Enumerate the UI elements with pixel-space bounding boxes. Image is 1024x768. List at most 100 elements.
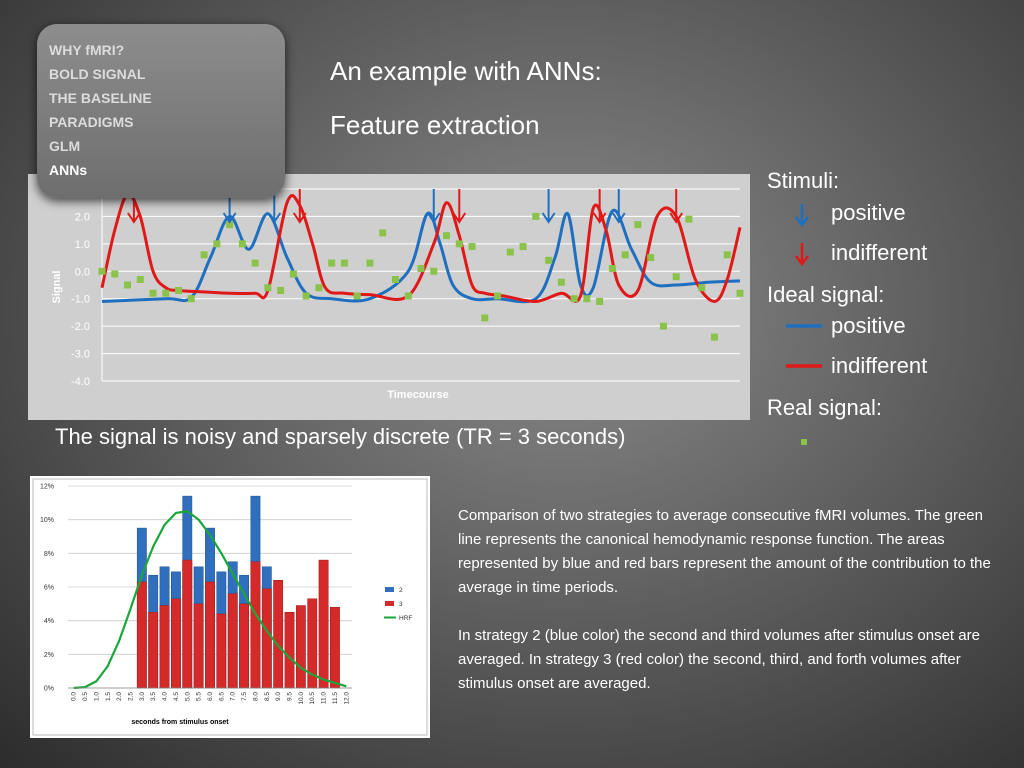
real-signal-point bbox=[111, 270, 119, 278]
real-signal-point bbox=[443, 232, 451, 240]
x-tick-label: 10.5 bbox=[309, 692, 316, 705]
indifferent-stimulus-arrow bbox=[452, 189, 467, 224]
y-tick-label: 2.0 bbox=[75, 211, 90, 223]
real-signal-point bbox=[647, 254, 655, 262]
real-signal-point bbox=[149, 289, 157, 297]
strategy-3-bar bbox=[239, 603, 249, 689]
real-signal-point bbox=[264, 284, 272, 292]
x-tick-label: 5.0 bbox=[184, 692, 191, 701]
x-tick-label: 8.5 bbox=[264, 692, 271, 701]
positive-stimulus-arrow bbox=[541, 189, 556, 224]
real-signal-point bbox=[124, 281, 132, 289]
nav-item-paradigms[interactable]: PARADIGMS bbox=[49, 114, 134, 130]
x-tick-label: 11.5 bbox=[332, 692, 339, 705]
x-tick-label: 12.0 bbox=[343, 692, 350, 705]
y-tick-label: 12% bbox=[40, 484, 54, 491]
real-signal-point bbox=[570, 295, 578, 303]
chart2-x-axis-label: seconds from stimulus onset bbox=[131, 719, 229, 726]
x-tick-label: 9.0 bbox=[275, 692, 282, 701]
slide-subtitle: Feature extraction bbox=[330, 110, 540, 140]
strategy-3-bar bbox=[273, 580, 284, 689]
x-tick-label: 10.0 bbox=[298, 692, 305, 705]
strategy-3-bar bbox=[182, 559, 193, 689]
strategy-3-bar bbox=[171, 598, 181, 689]
real-signal-point bbox=[391, 276, 399, 284]
strategy-3-bar bbox=[227, 593, 238, 689]
x-tick-label: 8.0 bbox=[252, 692, 259, 701]
real-signal-point bbox=[226, 221, 234, 229]
x-tick-label: 7.0 bbox=[230, 692, 237, 701]
x-tick-label: 5.5 bbox=[196, 692, 203, 701]
x-axis-label: Timecourse bbox=[387, 389, 449, 401]
real-signal-point bbox=[340, 259, 348, 267]
real-signal-point bbox=[200, 251, 208, 259]
real-signal-point bbox=[238, 240, 246, 248]
legend-ideal-header: Ideal signal: bbox=[767, 282, 885, 307]
real-signal-point bbox=[455, 240, 463, 248]
y-tick-label: -4.0 bbox=[71, 376, 90, 388]
strategy-3-bar bbox=[159, 605, 170, 689]
description-text: Comparison of two strategies to average … bbox=[458, 504, 998, 720]
real-signal-point bbox=[417, 265, 425, 273]
x-tick-label: 9.5 bbox=[287, 692, 294, 701]
signal-timecourse-chart: 3.02.01.00.0-1.0-2.0-3.0-4.0 Signal Time… bbox=[28, 174, 750, 420]
real-signal-point bbox=[430, 267, 438, 275]
real-signal-point bbox=[596, 297, 604, 305]
x-tick-label: 6.5 bbox=[218, 692, 225, 701]
x-tick-label: 2.5 bbox=[127, 692, 134, 701]
strategy-3-bar bbox=[148, 612, 159, 689]
real-signal-point bbox=[277, 286, 285, 294]
strategy-3-bar bbox=[295, 605, 306, 689]
legend-label: HRF bbox=[399, 615, 412, 622]
description-paragraph-2: In strategy 2 (blue color) the second an… bbox=[458, 627, 980, 692]
x-tick-label: 2.0 bbox=[116, 692, 123, 701]
positive-stimulus-arrow-icon bbox=[795, 204, 809, 228]
x-tick-label: 0.5 bbox=[82, 692, 89, 701]
nav-item-anns[interactable]: ANNs bbox=[49, 162, 88, 178]
legend-ideal-positive: positive bbox=[831, 313, 906, 338]
legend-label: 3 bbox=[399, 601, 403, 608]
real-signal-point bbox=[532, 212, 540, 220]
y-tick-label: -2.0 bbox=[71, 321, 90, 333]
y-tick-label: -1.0 bbox=[71, 294, 90, 306]
hrf-line bbox=[73, 510, 347, 690]
y-tick-label: -3.0 bbox=[71, 349, 90, 361]
y-tick-label: 1.0 bbox=[75, 239, 90, 251]
positive-stimulus-arrow bbox=[611, 189, 626, 224]
indifferent-stimulus-arrow bbox=[592, 189, 607, 224]
real-signal-point bbox=[175, 286, 183, 294]
nav-item-glm[interactable]: GLM bbox=[49, 138, 81, 154]
indifferent-line-swatch bbox=[786, 364, 822, 368]
real-signal-point bbox=[608, 265, 616, 273]
legend-ideal-indifferent: indifferent bbox=[831, 353, 928, 378]
legend-stimuli-positive: positive bbox=[831, 200, 906, 225]
nav-item-the-baseline[interactable]: THE BASELINE bbox=[49, 90, 152, 106]
real-signal-point bbox=[634, 221, 642, 229]
legend-label: 2 bbox=[399, 587, 403, 594]
y-tick-label: 10% bbox=[40, 517, 54, 524]
real-signal-point bbox=[251, 259, 259, 267]
real-signal-point bbox=[583, 295, 591, 303]
nav-item-bold-signal[interactable]: BOLD SIGNAL bbox=[49, 66, 146, 82]
positive-line-swatch bbox=[786, 324, 822, 328]
strategy-3-bar bbox=[261, 588, 272, 689]
y-tick-label: 8% bbox=[44, 551, 54, 558]
x-tick-label: 11.0 bbox=[321, 692, 328, 705]
x-tick-label: 4.5 bbox=[173, 692, 180, 701]
real-signal-point bbox=[404, 292, 412, 300]
real-signal-point bbox=[136, 276, 144, 284]
signal-caption: The signal is noisy and sparsely discret… bbox=[55, 424, 626, 449]
x-tick-label: 6.0 bbox=[207, 692, 214, 701]
strategy-3-bar bbox=[318, 559, 329, 689]
x-tick-label: 4.0 bbox=[162, 692, 169, 701]
real-signal-point bbox=[723, 251, 731, 259]
real-signal-point bbox=[213, 240, 221, 248]
nav-item-why-fmri[interactable]: WHY fMRI? bbox=[49, 42, 125, 58]
real-signal-point bbox=[98, 267, 106, 275]
y-tick-label: 6% bbox=[44, 585, 54, 592]
legend-stimuli-header: Stimuli: bbox=[767, 168, 840, 193]
legend-swatch bbox=[385, 587, 394, 592]
real-signal-point bbox=[302, 292, 310, 300]
real-signal-point bbox=[468, 243, 476, 251]
real-signal-point bbox=[519, 243, 527, 251]
